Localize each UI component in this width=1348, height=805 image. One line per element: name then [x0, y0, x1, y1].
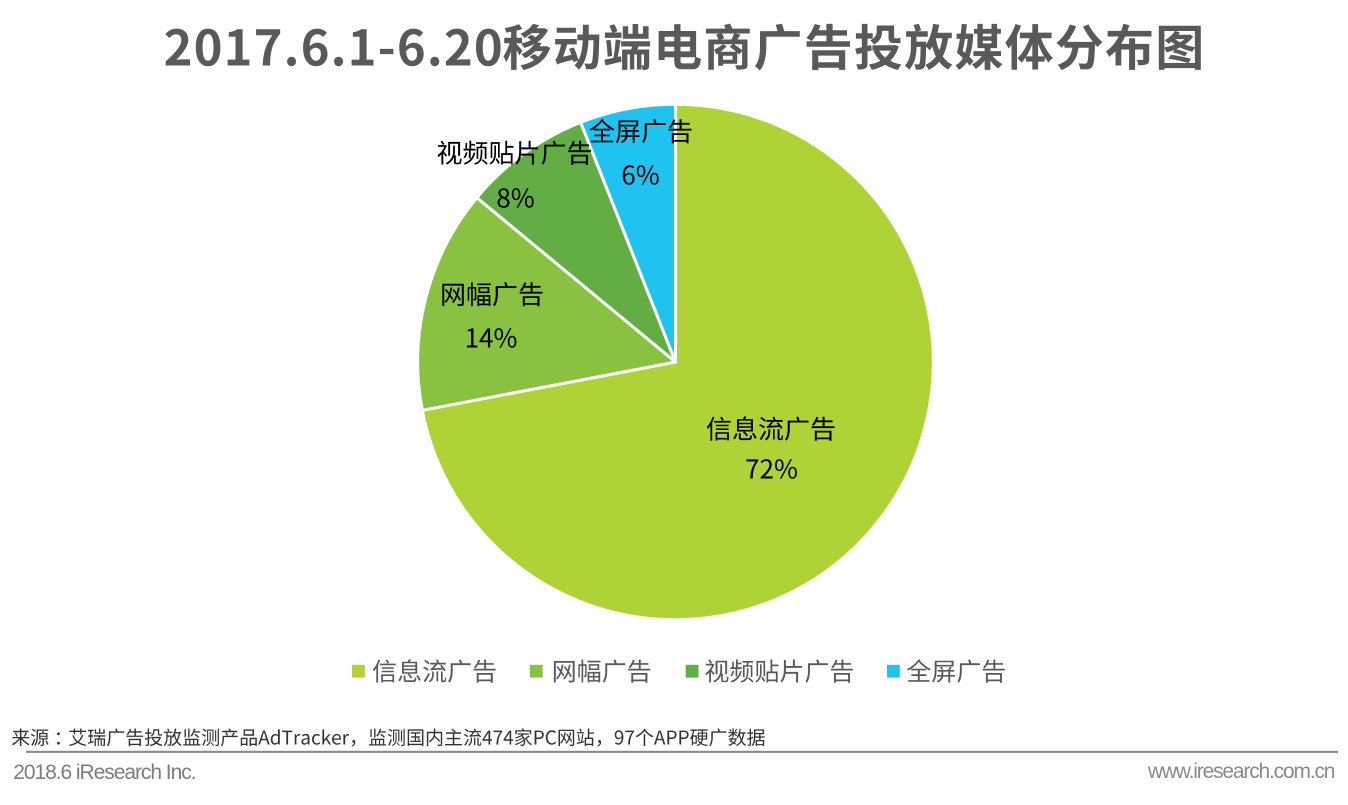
svg-text:2018.6 iResearch Inc.: 2018.6 iResearch Inc. — [13, 761, 195, 784]
svg-text:www.iresearch.com.cn: www.iresearch.com.cn — [1147, 760, 1335, 783]
